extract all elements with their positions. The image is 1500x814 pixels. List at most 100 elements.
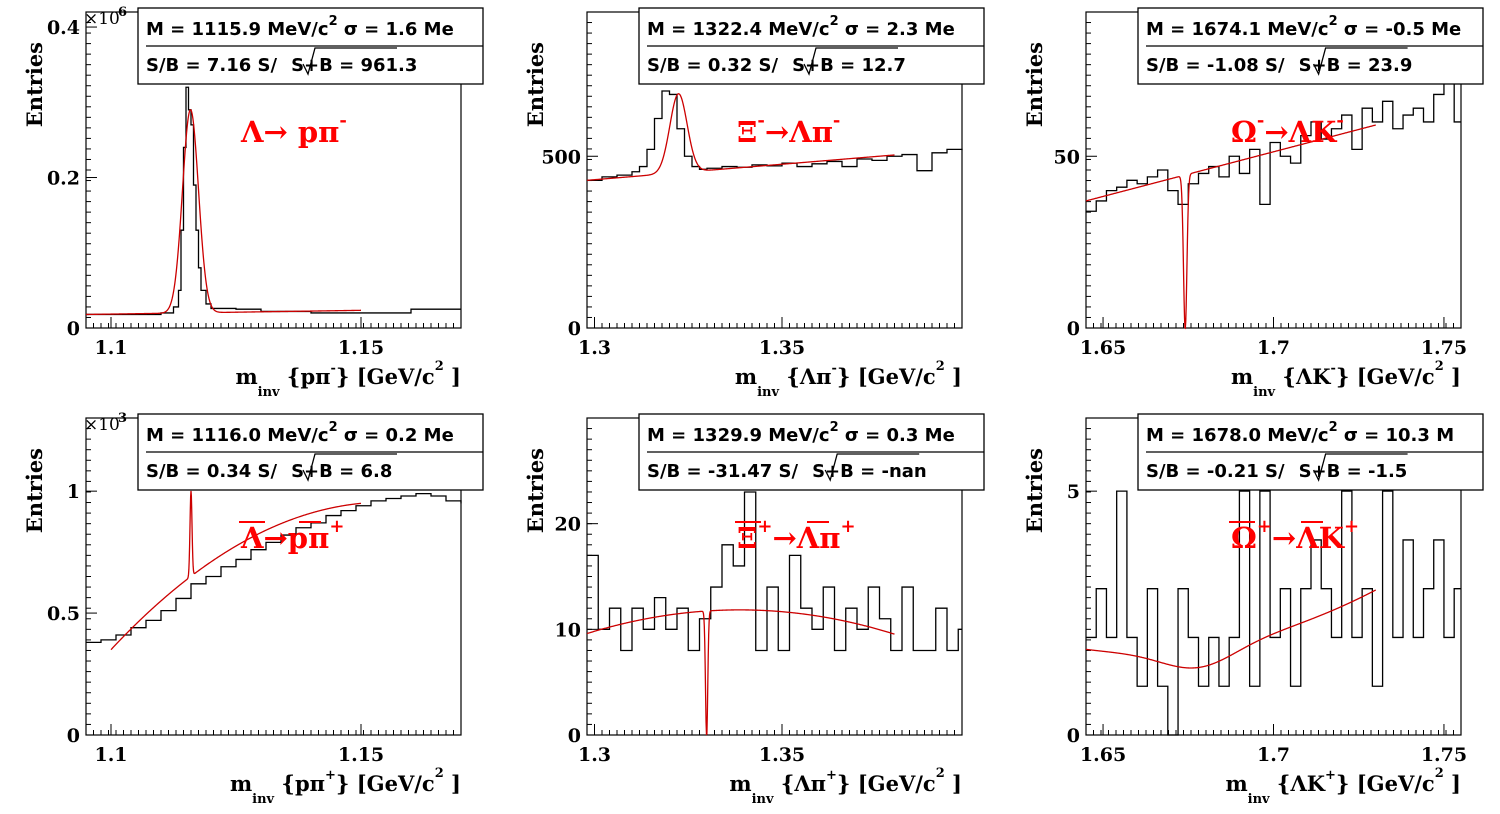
x-label-superscript: + (826, 768, 837, 783)
x-label-end: ] (444, 364, 461, 389)
x-tick-label: 1.35 (759, 744, 805, 766)
sqrt-radical (824, 453, 920, 482)
x-label-expr: {ΛK (1275, 364, 1331, 389)
x-label-end: ] (945, 771, 962, 796)
x-label-main: m (1225, 771, 1247, 796)
histogram-series (1086, 80, 1461, 212)
x-label-expr: {Λπ (774, 771, 826, 796)
x-label-main: m (1231, 364, 1253, 389)
x-label-power: 2 (1435, 359, 1444, 374)
x-label-main: m (729, 771, 751, 796)
x-label-end: ] (1444, 771, 1461, 796)
stats-sb-line: S/B = 0.32 S/S+B = 12.7 (647, 55, 906, 76)
fit-curve (586, 609, 895, 736)
stats-mass-line: M = 1674.1 MeV/c2 σ = -0.5 Me (1146, 14, 1461, 40)
x-label-subscript: inv (1253, 385, 1275, 400)
y-axis-label: Entries (523, 42, 548, 127)
stats-mass-line: M = 1329.9 MeV/c2 σ = 0.3 Me (647, 420, 955, 446)
y-tick-label: 0.4 (47, 17, 80, 39)
x-label-main: m (235, 364, 257, 389)
x-axis-label: minv {ΛK-} [GeV/c2 ] (1231, 359, 1461, 400)
x-label-end: ] (945, 364, 962, 389)
x-label-power: 2 (936, 359, 945, 374)
y-tick-label: 0 (1067, 725, 1080, 747)
x-tick-label: 1.65 (1080, 337, 1126, 359)
x-axis-label: minv {pπ-} [GeV/c2 ] (235, 359, 461, 400)
x-label-units: } [GeV/c (336, 771, 435, 796)
stats-mass-line: M = 1116.0 MeV/c2 σ = 0.2 Me (146, 420, 454, 446)
x-label-power: 2 (936, 766, 945, 781)
x-axis-label: minv {ΛK+} [GeV/c2 ] (1225, 766, 1461, 807)
stats-sb-line: S/B = 7.16 S/S+B = 961.3 (146, 55, 417, 76)
fit-curve (586, 93, 895, 181)
sqrt-radical (1313, 47, 1408, 76)
chart-panel-1: 1.1 1.15 0 0.2 0.4 ×106 Entries minv {pπ-} [GeV… (22, 5, 484, 400)
decay-label: Ξ+→Λπ+ (737, 516, 856, 555)
decay-label: Ω+→ΛK+ (1231, 516, 1359, 555)
y-tick-label: 0 (67, 318, 80, 340)
chart-panel-6: 1.65 1.7 1.75 0 5 Entries minv {ΛK+} [GeV/c2 ]… (1022, 413, 1484, 807)
x-label-subscript: inv (752, 792, 774, 807)
x-tick-label: 1.1 (94, 337, 127, 359)
x-label-subscript: inv (1248, 792, 1270, 807)
y-tick-label: 0.2 (47, 168, 80, 190)
x-axis-label: minv {Λπ+} [GeV/c2 ] (729, 766, 962, 807)
x-label-superscript: + (1325, 768, 1336, 783)
x-label-expr: {pπ (280, 364, 331, 389)
y-tick-label: 5 (1067, 481, 1080, 503)
histogram-series (86, 86, 461, 316)
stats-sb-line: S/B = -31.47 S/S+B = -nan (647, 461, 927, 482)
histogram-series (1086, 490, 1461, 736)
y-exponent-label: ×10 (84, 9, 120, 29)
x-tick-label: 1.1 (94, 744, 127, 766)
x-label-units: } [GeV/c (837, 364, 936, 389)
x-label-subscript: inv (252, 792, 274, 807)
x-label-end: ] (1444, 364, 1461, 389)
x-label-superscript: - (331, 361, 336, 376)
y-tick-label: 50 (1054, 146, 1080, 168)
chart-panel-5: 1.3 1.35 0 10 20 Entries minv {Λπ+} [GeV/c2 ] M… (523, 413, 985, 807)
x-label-superscript: + (325, 768, 336, 783)
sqrt-radical (803, 47, 898, 76)
histogram-series (86, 492, 462, 643)
x-label-power: 2 (1435, 766, 1444, 781)
x-label-main: m (735, 364, 757, 389)
x-label-expr: {pπ (274, 771, 325, 796)
x-label-units: } [GeV/c (1336, 771, 1435, 796)
sqrt-radical (1313, 453, 1408, 482)
decay-label: Ξ-→Λπ- (737, 110, 840, 149)
y-tick-label: 0 (67, 725, 80, 747)
y-tick-label: 1 (67, 481, 80, 503)
x-label-power: 2 (435, 766, 444, 781)
x-tick-label: 1.35 (759, 337, 805, 359)
x-axis-label: minv {pπ+} [GeV/c2 ] (230, 766, 461, 807)
x-tick-label: 1.65 (1080, 744, 1126, 766)
chart-panel-2: 1.3 1.35 0 500 Entries minv {Λπ-} [GeV/c2 ] M … (523, 7, 985, 400)
histogram-series (587, 90, 963, 181)
y-exponent-power: 6 (118, 5, 127, 20)
decay-label: Λ→pπ+ (240, 516, 344, 555)
y-tick-label: 500 (541, 146, 581, 168)
y-tick-label: 20 (555, 514, 581, 536)
x-tick-label: 1.3 (578, 744, 611, 766)
y-axis-label: Entries (1022, 448, 1047, 533)
x-tick-label: 1.3 (578, 337, 611, 359)
stats-sb-line: S/B = -0.21 S/S+B = -1.5 (1146, 461, 1407, 482)
sqrt-radical (302, 47, 397, 76)
x-tick-label: 1.7 (1257, 337, 1290, 359)
x-label-units: } [GeV/c (837, 771, 936, 796)
fit-curve (110, 490, 362, 651)
x-tick-label: 1.15 (338, 744, 384, 766)
y-exponent-label: ×10 (84, 415, 120, 435)
stats-sb-line: S/B = 0.34 S/S+B = 6.8 (146, 461, 392, 482)
x-tick-label: 1.15 (338, 337, 384, 359)
stats-mass-line: M = 1322.4 MeV/c2 σ = 2.3 Me (647, 14, 955, 40)
x-tick-label: 1.75 (1421, 337, 1467, 359)
y-tick-label: 0 (568, 725, 581, 747)
stats-mass-line: M = 1115.9 MeV/c2 σ = 1.6 Me (146, 14, 454, 40)
x-tick-label: 1.75 (1421, 744, 1467, 766)
x-label-end: ] (444, 771, 461, 796)
x-label-expr: {ΛK (1270, 771, 1326, 796)
fit-curve (1085, 589, 1377, 669)
